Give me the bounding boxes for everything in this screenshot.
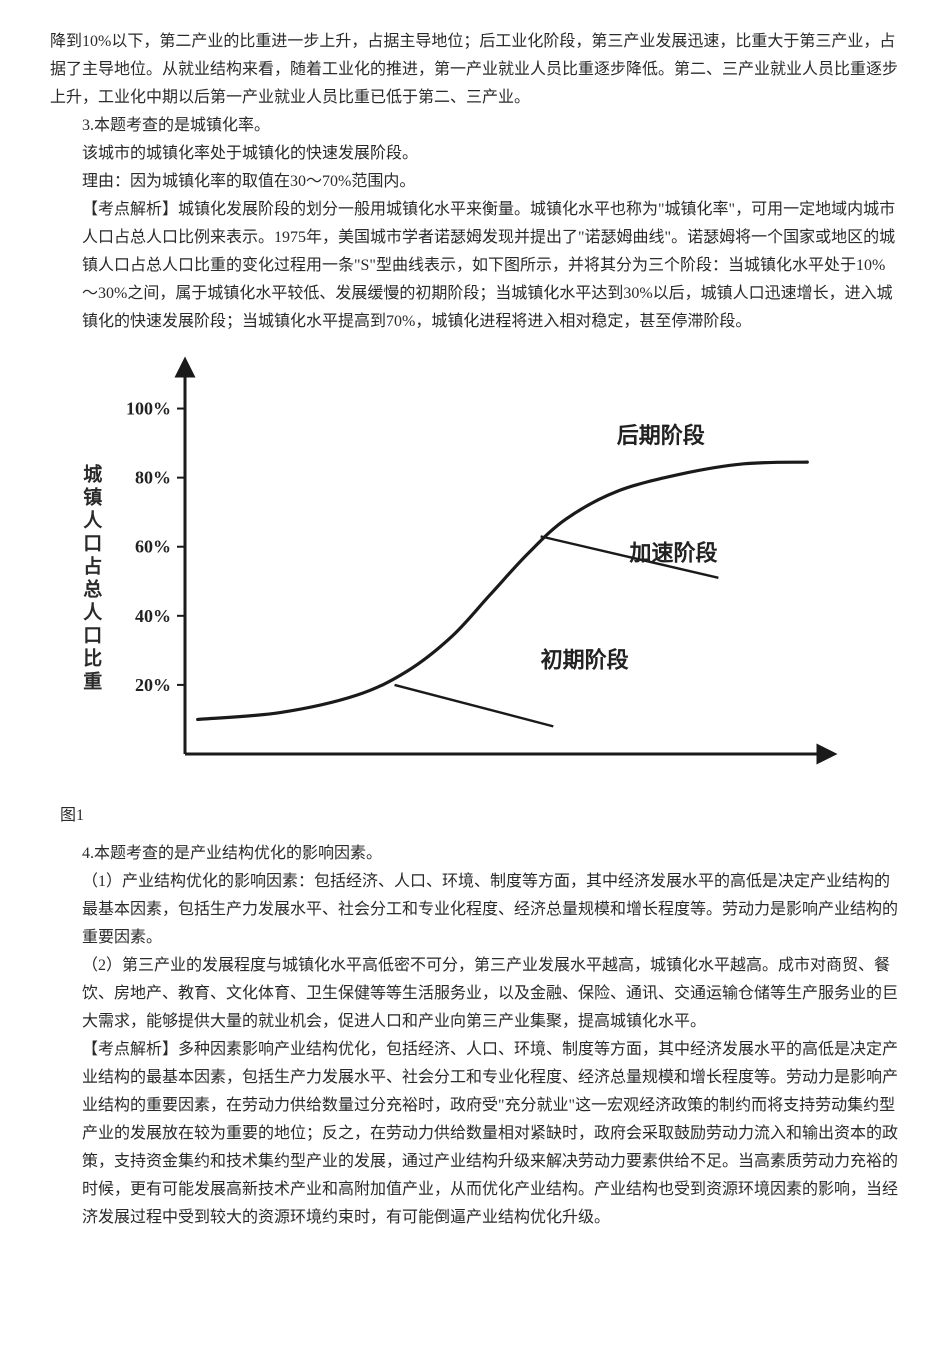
y-axis-title: 城镇人口占总人口比重 — [74, 464, 107, 694]
svg-text:100%: 100% — [126, 399, 171, 419]
paragraph: 该城市的城镇化率处于城镇化的快速发展阶段。 — [50, 140, 900, 168]
paragraph: 理由：因为城镇化率的取值在30～70%范围内。 — [50, 168, 900, 196]
paragraph: 【考点解析】城镇化发展阶段的划分一般用城镇化水平来衡量。城镇化水平也称为"城镇化… — [50, 196, 900, 336]
svg-text:后期阶段: 后期阶段 — [617, 423, 705, 448]
figure-caption: 图1 — [60, 802, 900, 830]
paragraph: （1）产业结构优化的影响因素：包括经济、人口、环境、制度等方面，其中经济发展水平… — [50, 868, 900, 952]
paragraph: 【考点解析】多种因素影响产业结构优化，包括经济、人口、环境、制度等方面，其中经济… — [50, 1036, 900, 1232]
paragraph: （2）第三产业的发展程度与城镇化水平高低密不可分，第三产业发展水平越高，城镇化水… — [50, 952, 900, 1036]
svg-text:60%: 60% — [135, 537, 171, 557]
paragraph: 3.本题考查的是城镇化率。 — [50, 112, 900, 140]
svg-text:80%: 80% — [135, 468, 171, 488]
paragraph: 降到10%以下，第二产业的比重进一步上升，占据主导地位；后工业化阶段，第三产业发… — [50, 28, 900, 112]
paragraph: 4.本题考查的是产业结构优化的影响因素。 — [50, 840, 900, 868]
svg-text:初期阶段: 初期阶段 — [541, 648, 629, 673]
svg-text:加速阶段: 加速阶段 — [629, 541, 718, 566]
svg-text:40%: 40% — [135, 606, 171, 626]
s-curve-chart: 20% 40% 60% 80% 100% 初期阶段 加速阶段 后期阶段 — [80, 354, 840, 794]
s-curve-figure: 城镇人口占总人口比重 20%40%60%80%100%初期阶段加速阶段后期阶段 — [80, 354, 900, 794]
svg-text:20%: 20% — [135, 675, 171, 695]
